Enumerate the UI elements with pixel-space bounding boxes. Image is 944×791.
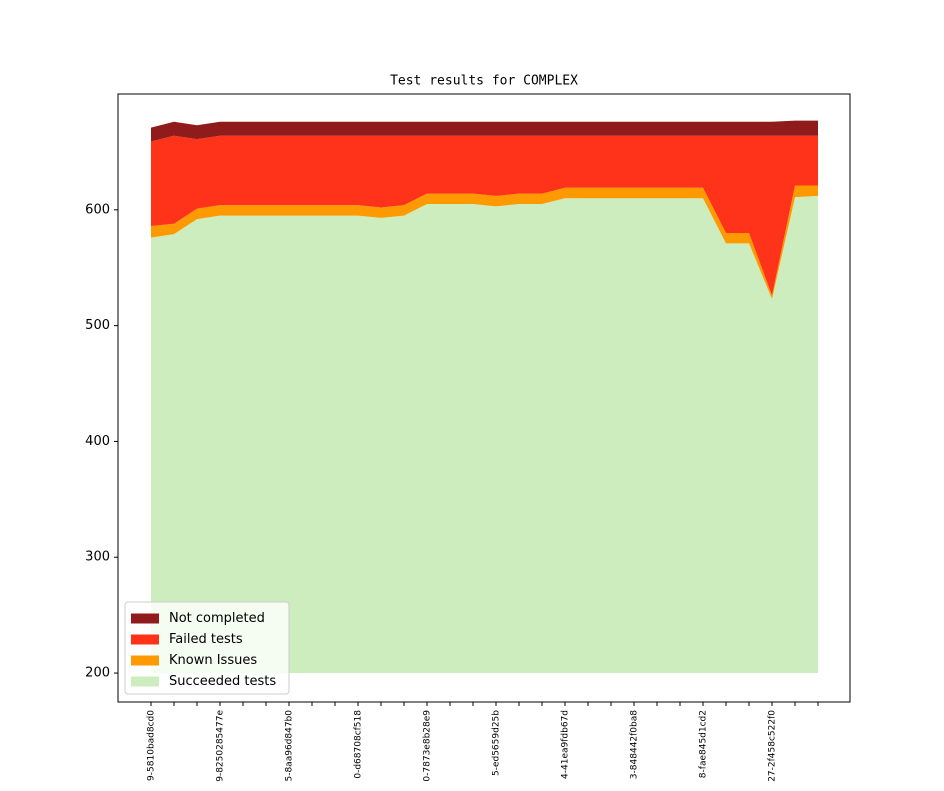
area (151, 185, 818, 299)
x-tick-label: 5-8aa96d847b0 (285, 710, 295, 782)
x-tick-label: 3-848442f0ba8 (630, 710, 640, 779)
legend-swatch (131, 634, 159, 645)
y-tick-label: 600 (85, 202, 110, 217)
legend-label: Failed tests (169, 632, 243, 647)
legend-box (124, 601, 290, 695)
plot-frame (117, 93, 851, 703)
legend-label: Known Issues (169, 653, 257, 668)
legend-swatch (131, 613, 159, 624)
x-tick-label: 27-2f458c522f0 (768, 710, 778, 782)
x-tick-label: 0-7873e8b28e9 (423, 710, 433, 782)
area (151, 120, 818, 142)
legend-swatch (131, 655, 159, 666)
area (151, 135, 818, 296)
x-tick-label: 9-5810bad8cd0 (147, 710, 157, 781)
y-tick-label: 500 (85, 318, 110, 333)
legend-label: Not completed (169, 611, 265, 626)
legend-label: Succeeded tests (169, 674, 276, 689)
x-tick-label: 5-ed5659d25b (492, 710, 502, 776)
y-tick-label: 300 (85, 550, 110, 565)
x-tick-label: 9-8250285477e (216, 710, 226, 782)
chart-title: Test results for COMPLEX (390, 74, 578, 89)
x-tick-label: 8-fae845d1cd2 (699, 710, 709, 778)
area (151, 195, 818, 674)
legend-swatch (131, 676, 159, 687)
x-tick-label: 0-d68708cf518 (354, 710, 364, 779)
y-tick-label: 200 (85, 666, 110, 681)
y-tick-label: 400 (85, 434, 110, 449)
x-tick-label: 4-41ea9fdb67d (561, 710, 571, 779)
